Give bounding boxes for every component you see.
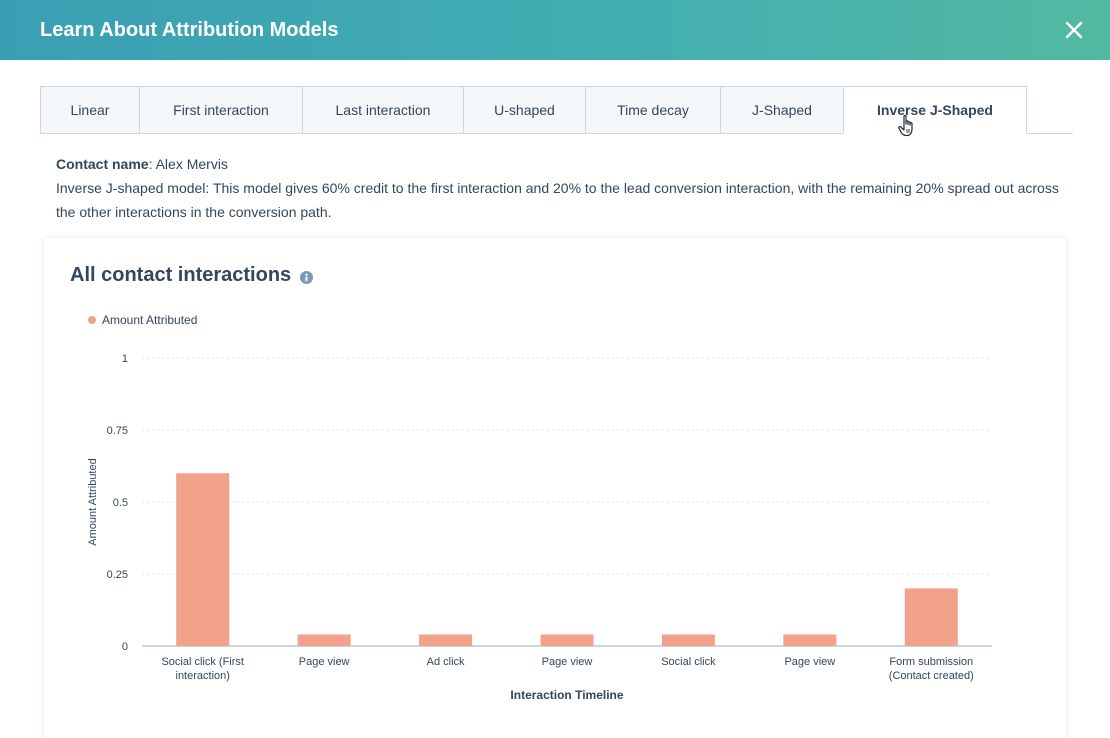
y-tick-label: 0.25 [107, 569, 128, 581]
legend-label: Amount Attributed [102, 313, 198, 327]
x-axis-title: Interaction Timeline [510, 688, 623, 702]
tab-bar-divider [1027, 133, 1073, 134]
y-tick-label: 0.75 [107, 425, 128, 437]
tab-linear[interactable]: Linear [40, 86, 139, 134]
tab-inverse-j-shaped[interactable]: Inverse J-Shaped [843, 86, 1027, 134]
x-tick-label: (Contact created) [889, 670, 974, 682]
model-description: Inverse J-shaped model: This model gives… [56, 180, 1059, 220]
tab-u-shaped[interactable]: U-shaped [463, 86, 585, 134]
tab-label: J-Shaped [752, 102, 812, 118]
modal-header: Learn About Attribution Models [0, 0, 1110, 60]
close-icon[interactable] [1058, 14, 1090, 46]
legend-swatch [88, 316, 96, 324]
bar [904, 588, 958, 646]
info-icon[interactable] [300, 270, 314, 284]
bar [419, 634, 473, 646]
x-tick-label: Ad click [427, 656, 465, 668]
contact-name-value: : Alex Mervis [148, 156, 228, 172]
chart-legend: Amount Attributed [88, 313, 197, 327]
hand-pointer-icon [898, 114, 913, 137]
contact-name-line: Contact name: Alex Mervis [56, 152, 1076, 176]
y-tick-label: 0.5 [113, 497, 128, 509]
bar [540, 634, 594, 646]
x-tick-label: Page view [542, 656, 593, 668]
tab-label: Linear [70, 102, 110, 118]
card-title-text: All contact interactions [70, 264, 292, 286]
x-tick-label: Page view [299, 656, 350, 668]
bar [297, 634, 351, 646]
x-tick-label: Social click [661, 656, 716, 668]
tab-first-interaction[interactable]: First interaction [139, 86, 302, 134]
x-tick-label: interaction) [176, 670, 230, 682]
y-axis-title: Amount Attributed [87, 458, 99, 545]
attribution-model-tabs: Linear First interaction Last interactio… [40, 86, 1027, 134]
x-tick-label: Form submission [889, 656, 973, 668]
modal-title: Learn About Attribution Models [40, 18, 339, 41]
x-tick-label: Social click (First [161, 656, 244, 668]
model-description-block: Contact name: Alex Mervis Inverse J-shap… [56, 152, 1076, 224]
tab-label: U-shaped [494, 102, 555, 118]
tab-time-decay[interactable]: Time decay [585, 86, 720, 134]
bar [661, 634, 715, 646]
tab-label: Last interaction [335, 102, 431, 118]
contact-name-label: Contact name [56, 156, 149, 172]
tab-last-interaction[interactable]: Last interaction [302, 86, 463, 134]
x-tick-label: Page view [784, 656, 835, 668]
tab-j-shaped[interactable]: J-Shaped [720, 86, 843, 134]
tab-label: First interaction [173, 102, 269, 118]
tab-label: Time decay [617, 102, 689, 118]
y-tick-label: 1 [122, 353, 128, 365]
card-title: All contact interactions [70, 264, 314, 287]
bar [783, 634, 837, 646]
tab-label: Inverse J-Shaped [877, 102, 993, 118]
bar [176, 473, 230, 646]
y-tick-label: 0 [122, 641, 128, 653]
